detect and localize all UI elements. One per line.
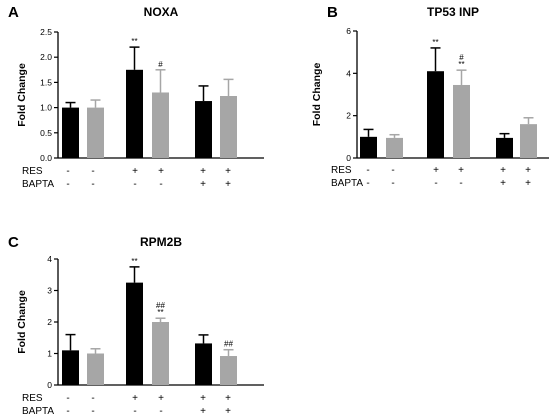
y-tick-label: 1.0	[40, 103, 52, 113]
condition-sign: -	[366, 165, 369, 176]
significance-label: **	[432, 38, 438, 47]
y-tick-label: 2.5	[40, 27, 52, 37]
significance-label: ##	[156, 301, 165, 310]
condition-sign: +	[132, 166, 138, 177]
bar	[87, 107, 104, 158]
condition-label: BAPTA	[22, 406, 54, 417]
condition-sign: -	[459, 178, 462, 189]
bar	[386, 137, 403, 158]
panel-a: A NOXA Fold Change 0.0 0.5 1.0 1.5 2.0 2.5 ** # RES…	[8, 4, 264, 190]
condition-sign: +	[225, 406, 231, 417]
condition-sign: +	[225, 166, 231, 177]
condition-label: RES	[22, 393, 43, 404]
chart-title: TP53 INP	[427, 5, 479, 19]
bar	[152, 92, 169, 158]
y-axis-label: Fold Change	[16, 290, 28, 354]
condition-sign: +	[500, 178, 506, 189]
bar	[195, 101, 212, 158]
y-tick-label: 0.0	[40, 153, 52, 163]
significance-label: **	[157, 308, 163, 317]
condition-sign: +	[525, 165, 531, 176]
bar	[520, 124, 537, 158]
condition-label: BAPTA	[331, 178, 363, 189]
condition-label: RES	[331, 165, 352, 176]
condition-sign: +	[458, 165, 464, 176]
condition-sign: +	[225, 393, 231, 404]
chart-title: RPM2B	[140, 235, 182, 249]
condition-sign: -	[159, 406, 162, 417]
significance-label: ##	[224, 340, 233, 349]
bar	[87, 353, 104, 385]
condition-sign: -	[66, 393, 69, 404]
y-tick-label: 4	[47, 254, 52, 264]
bar	[496, 137, 513, 158]
y-axis-label: Fold Change	[16, 63, 28, 127]
y-tick-label: 1.5	[40, 77, 52, 87]
condition-sign: +	[200, 166, 206, 177]
condition-sign: -	[391, 178, 394, 189]
bar	[195, 343, 212, 385]
condition-sign: -	[91, 406, 94, 417]
condition-sign: +	[525, 178, 531, 189]
condition-sign: +	[158, 166, 164, 177]
significance-label: #	[158, 60, 163, 69]
condition-sign: +	[200, 406, 206, 417]
condition-sign: +	[200, 393, 206, 404]
significance-label: **	[458, 60, 464, 69]
condition-sign: -	[91, 166, 94, 177]
bar	[360, 136, 377, 158]
condition-sign: +	[225, 179, 231, 190]
condition-sign: +	[158, 393, 164, 404]
bar	[220, 96, 237, 158]
y-axis-label: Fold Change	[311, 63, 323, 127]
significance-label: **	[131, 37, 137, 46]
condition-sign: -	[434, 178, 437, 189]
y-tick-label: 0.5	[40, 128, 52, 138]
y-tick-label: 1	[47, 349, 52, 359]
condition-sign: +	[200, 179, 206, 190]
significance-label: #	[459, 53, 464, 62]
y-tick-label: 2	[47, 317, 52, 327]
condition-label: BAPTA	[22, 179, 54, 190]
bar	[126, 69, 143, 158]
y-tick-label: 0	[346, 153, 351, 163]
bar	[152, 322, 169, 385]
panel-letter: A	[8, 4, 19, 21]
condition-sign: -	[133, 179, 136, 190]
condition-sign: -	[91, 179, 94, 190]
y-tick-label: 2	[346, 111, 351, 121]
bar	[427, 71, 444, 158]
panel-letter: B	[327, 4, 338, 21]
condition-sign: -	[159, 179, 162, 190]
condition-sign: -	[66, 179, 69, 190]
y-tick-label: 3	[47, 286, 52, 296]
condition-label: RES	[22, 166, 43, 177]
y-tick-label: 6	[346, 26, 351, 36]
condition-sign: +	[433, 165, 439, 176]
chart-title: NOXA	[144, 5, 179, 19]
condition-sign: -	[91, 393, 94, 404]
condition-sign: -	[133, 406, 136, 417]
significance-label: **	[131, 257, 137, 266]
condition-sign: -	[66, 406, 69, 417]
y-tick-label: 0	[47, 380, 52, 390]
condition-sign: -	[66, 166, 69, 177]
condition-sign: +	[132, 393, 138, 404]
panel-letter: C	[8, 234, 19, 251]
condition-sign: +	[500, 165, 506, 176]
bar	[62, 107, 79, 158]
y-tick-label: 2.0	[40, 52, 52, 62]
bar	[62, 350, 79, 385]
condition-sign: -	[366, 178, 369, 189]
bar	[126, 282, 143, 385]
condition-sign: -	[391, 165, 394, 176]
y-tick-label: 4	[346, 68, 351, 78]
bar	[453, 84, 470, 158]
bar	[220, 356, 237, 385]
